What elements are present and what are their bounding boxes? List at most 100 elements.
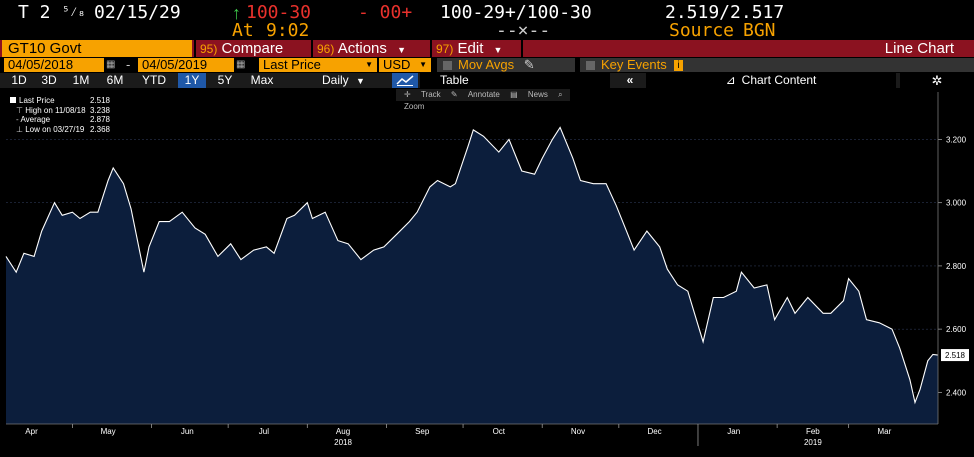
x-tick-label: Apr — [25, 427, 38, 436]
y-tick-label: 3.200 — [946, 135, 967, 144]
start-date-input[interactable]: 04/05/2018 — [4, 58, 104, 72]
info-icon[interactable]: i — [674, 60, 683, 72]
range-button-3d[interactable]: 3D — [41, 73, 57, 87]
currency-value: USD — [383, 57, 411, 72]
track-tool[interactable]: ✛ Track — [404, 90, 441, 99]
range-button-6m[interactable]: 6M — [106, 73, 124, 87]
x-tick-label: Aug — [336, 427, 350, 436]
range-button-5y[interactable]: 5Y — [217, 73, 233, 87]
pencil-icon[interactable]: ✎ — [523, 57, 535, 72]
net-change: - 00+ — [358, 2, 413, 23]
chevron-down-icon: ▼ — [419, 60, 427, 69]
source-label: Source — [669, 20, 735, 41]
last-price: 100-30 — [246, 2, 312, 23]
checkbox-icon — [586, 61, 595, 71]
range-button-max[interactable]: Max — [250, 73, 274, 87]
frequency-select[interactable]: Daily ▼ — [322, 73, 382, 88]
zoom-label: Zoom — [404, 102, 425, 111]
coupon-fraction: ⁵⁄₈ — [62, 5, 86, 20]
annotate-label: Annotate — [467, 90, 500, 99]
news-tool[interactable]: ▤ News — [510, 90, 548, 99]
actions-number: 96) — [317, 42, 335, 56]
key-events-label: Key Events — [601, 57, 667, 72]
bid-ask-yields: 2.519/2.517 — [665, 2, 785, 23]
settings-gear-icon[interactable]: ✲ — [900, 73, 974, 88]
range-button-ytd[interactable]: YTD — [142, 73, 166, 87]
mov-avgs-toggle[interactable]: Mov Avgs ✎ — [437, 58, 575, 72]
checkbox-icon — [443, 61, 452, 71]
legend-low-label: Low on 03/27/19 — [25, 124, 85, 134]
edit-menu[interactable]: 97) Edit ▼ — [430, 40, 520, 57]
collapse-left-icon[interactable]: « — [626, 73, 634, 87]
zoom-tool[interactable]: ⌕ Zoom — [404, 90, 563, 111]
quote-time: 9:02 — [266, 20, 310, 41]
legend-last-price: Last Price 2.518 — [10, 96, 110, 106]
price-chart: 2.400 2.600 2.800 3.000 3.200 Apr May Jun Jul Au… — [0, 88, 974, 452]
legend-high: ⊤ High on 11/08/18 3.238 — [16, 105, 110, 115]
actions-menu[interactable]: 96) Actions ▼ — [311, 40, 429, 57]
price-area — [6, 127, 938, 425]
legend-low-value: 2.368 — [89, 124, 110, 134]
source-value: BGN — [743, 20, 776, 41]
legend-average: - Average 2.878 — [16, 115, 110, 124]
range-button-1m[interactable]: 1M — [72, 73, 90, 87]
y-tick-label: 2.600 — [946, 325, 967, 334]
range-button-1y[interactable]: 1Y — [178, 73, 206, 88]
security-name: T 2 — [18, 2, 51, 23]
currency-select[interactable]: USD ▼ — [379, 58, 431, 72]
chevron-down-icon: ▼ — [365, 60, 373, 69]
compare-label: Compare — [221, 40, 284, 57]
compare-button[interactable]: 95) Compare — [194, 40, 310, 57]
x-tick-label: Dec — [647, 427, 661, 436]
legend-average-value: 2.878 — [89, 115, 110, 124]
legend-last-price-value: 2.518 — [89, 96, 110, 105]
bid-ask: 100-29+/100-30 — [440, 2, 592, 23]
chart-icon: ⊿ — [725, 73, 736, 87]
chart-tools: ✛ Track ✎ Annotate ▤ News ⌕ Zoom — [396, 89, 570, 111]
legend-low: ⊥ Low on 03/27/19 2.368 — [16, 124, 110, 134]
chart-content-button[interactable]: ⊿ Chart Content — [646, 73, 896, 88]
y-tick-label: 2.400 — [946, 388, 967, 397]
frequency-value: Daily — [322, 73, 349, 87]
chevron-down-icon: ▼ — [356, 76, 365, 86]
edit-label: Edit — [457, 40, 484, 57]
x-tick-label: Oct — [493, 427, 506, 436]
last-value-label: 2.518 — [945, 351, 966, 360]
up-arrow-icon: ↑ — [232, 3, 241, 23]
date-range-dash: - — [126, 57, 131, 72]
command-bar: GT10 Govt 95) Compare 96) Actions ▼ 97) … — [0, 40, 974, 57]
x-tick-label: Jul — [259, 427, 269, 436]
price-line — [5, 126, 939, 405]
legend-high-value: 3.238 — [89, 105, 110, 115]
legend-high-label: High on 11/08/18 — [25, 105, 86, 115]
last-value-badge — [941, 349, 969, 362]
ticker-field[interactable]: GT10 Govt — [2, 40, 192, 57]
annotate-tool[interactable]: ✎ Annotate — [450, 90, 500, 99]
chevron-down-icon: ▼ — [397, 45, 406, 55]
end-date-input[interactable]: 04/05/2019 — [138, 58, 234, 72]
table-view-button[interactable]: Table — [420, 73, 610, 88]
chart-canvas[interactable]: 2.400 2.600 2.800 3.000 3.200 Apr May Jun Jul Au… — [0, 88, 974, 452]
price-field-value: Last Price — [263, 57, 321, 72]
price-field-select[interactable]: Last Price ▼ — [259, 58, 377, 72]
calendar-icon[interactable]: ▦ — [106, 59, 116, 70]
calendar-icon[interactable]: ▦ — [236, 59, 246, 70]
chart-settings-bar: 04/05/2018 ▦ - 04/05/2019 ▦ Last Price ▼… — [0, 58, 974, 72]
actions-label: Actions — [337, 40, 387, 57]
news-label: News — [527, 90, 548, 99]
range-button-1d[interactable]: 1D — [11, 73, 27, 87]
x-year-label: 2019 — [804, 438, 822, 447]
at-label: At — [232, 20, 254, 41]
legend-swatch — [10, 97, 16, 103]
x-year-label: 2018 — [334, 438, 352, 447]
x-tick-label: Jan — [727, 427, 740, 436]
x-tick-label: Jun — [181, 427, 194, 436]
key-events-toggle[interactable]: Key Events i — [580, 58, 974, 72]
legend-last-price-label: Last Price — [19, 96, 55, 105]
line-chart-icon[interactable] — [392, 73, 418, 88]
chart-legend: Last Price 2.518 ⊤ High on 11/08/18 3.23… — [10, 96, 110, 134]
range-bar: 1D 3D 1M 6M YTD 1Y 5Y Max Daily ▼ Table « ⊿ Char… — [0, 73, 974, 88]
x-tick-label: Nov — [571, 427, 585, 436]
chart-content-label: Chart Content — [741, 73, 817, 87]
compare-number: 95) — [200, 42, 218, 56]
